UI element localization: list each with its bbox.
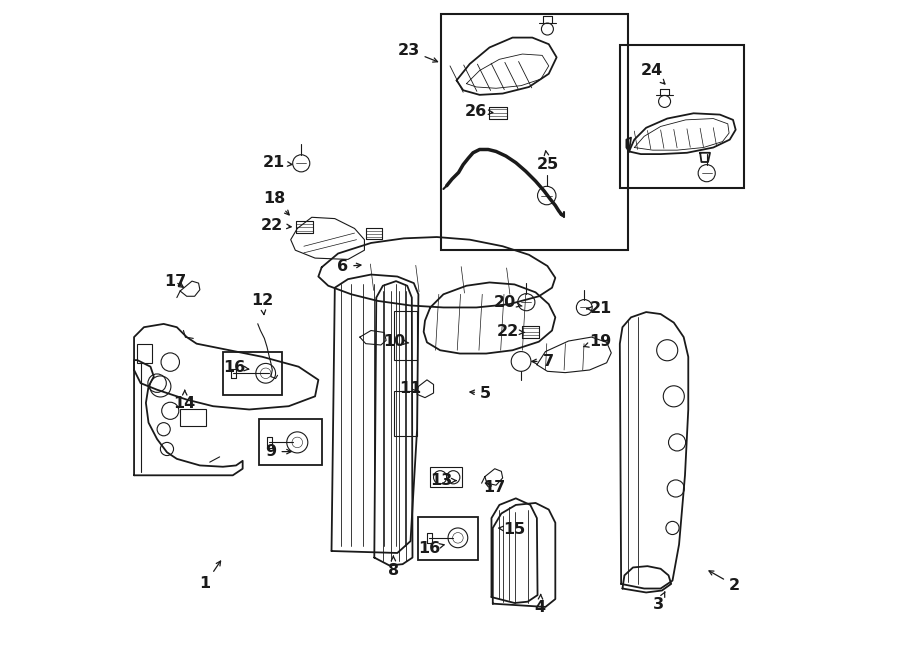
Text: 9: 9 [266,444,291,459]
Text: 14: 14 [174,390,196,411]
Text: 3: 3 [653,592,665,613]
Text: 20: 20 [494,295,522,310]
Text: 16: 16 [418,541,445,556]
Text: 8: 8 [388,557,399,578]
Bar [223,352,283,395]
Text: 5: 5 [470,385,491,401]
Bar [394,391,417,436]
Text: 18: 18 [263,191,289,215]
Text: 10: 10 [383,334,409,348]
Bar [138,344,152,364]
Text: 7: 7 [532,354,554,369]
Bar [180,409,206,426]
Text: 22: 22 [261,217,292,233]
Bar [418,517,478,560]
Bar [259,419,321,465]
Bar [441,14,627,250]
Text: 17: 17 [165,274,186,290]
Text: 22: 22 [497,325,525,339]
Text: 13: 13 [430,473,456,488]
Text: 21: 21 [263,155,292,170]
Bar [430,467,462,487]
Text: 26: 26 [464,104,493,119]
Text: 21: 21 [587,301,612,316]
Text: 15: 15 [499,522,525,537]
Text: 16: 16 [223,360,249,375]
Text: 23: 23 [398,42,437,62]
Text: 4: 4 [535,594,545,615]
Bar [620,45,743,188]
Text: 19: 19 [583,334,611,348]
Text: 24: 24 [640,63,665,84]
Text: 11: 11 [399,381,421,396]
Text: 25: 25 [537,151,559,172]
Text: 1: 1 [200,561,220,592]
Text: 17: 17 [483,480,505,494]
Text: 6: 6 [338,259,361,274]
Text: 2: 2 [709,571,740,593]
Text: 12: 12 [251,293,274,315]
Bar [394,311,417,360]
